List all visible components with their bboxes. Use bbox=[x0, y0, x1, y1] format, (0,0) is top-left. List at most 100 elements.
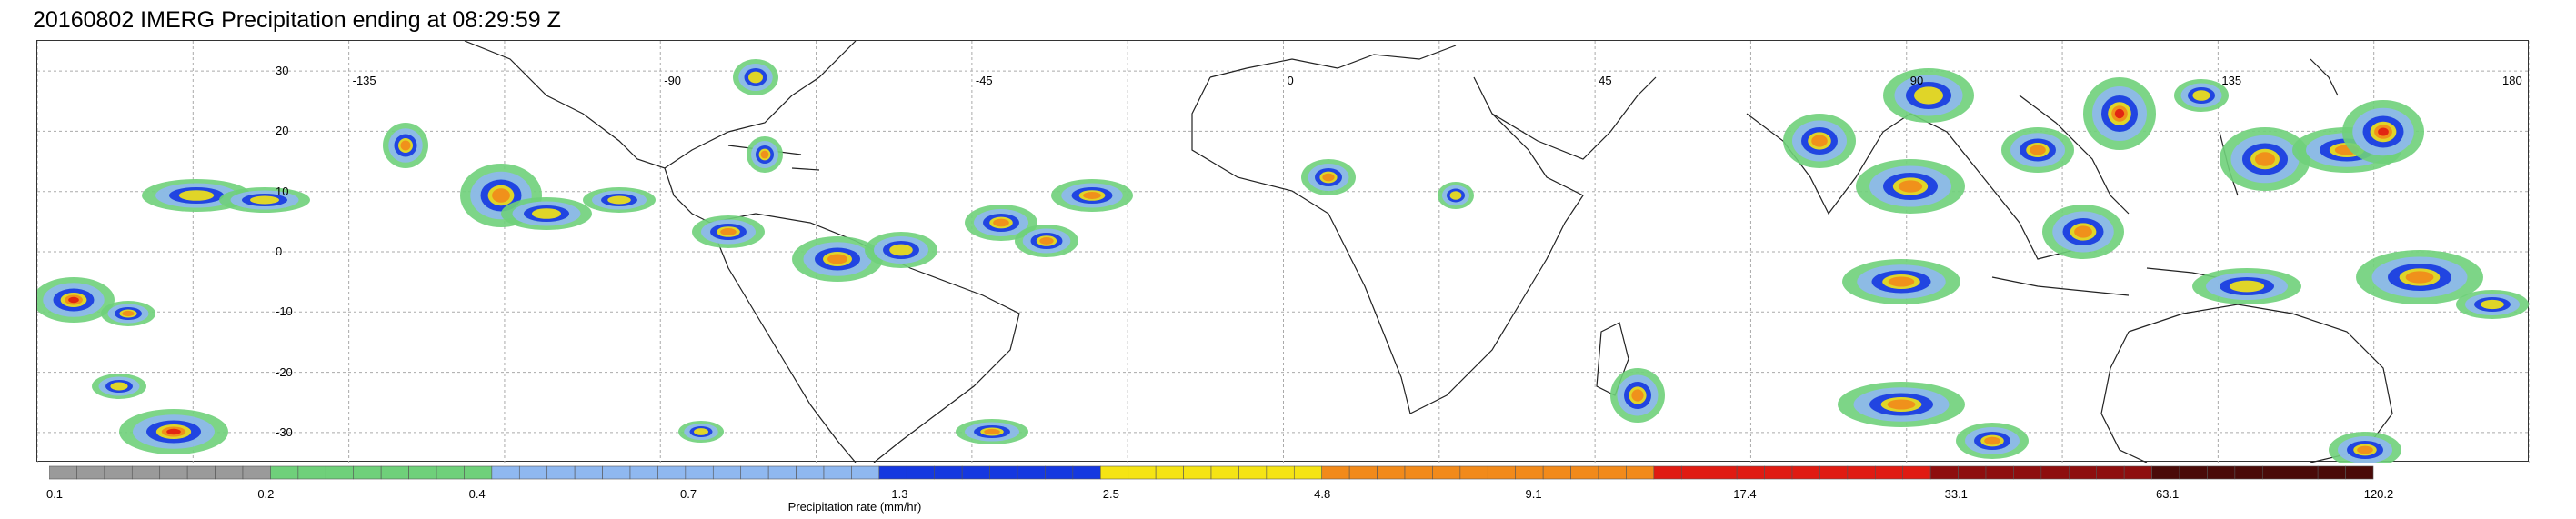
colorbar-swatch bbox=[2068, 465, 2098, 480]
precip-cell bbox=[1083, 192, 1101, 199]
latitude-label: 10 bbox=[276, 184, 289, 198]
precip-cell bbox=[2255, 152, 2275, 166]
colorbar-swatch bbox=[2261, 465, 2291, 480]
colorbar-swatch bbox=[740, 465, 769, 480]
precip-cell bbox=[250, 195, 279, 205]
colorbar-swatch bbox=[1709, 465, 1738, 480]
colorbar-swatch bbox=[1487, 465, 1517, 480]
colorbar-swatch bbox=[1266, 465, 1295, 480]
precip-cell bbox=[1631, 389, 1644, 402]
colorbar-swatch bbox=[685, 465, 714, 480]
longitude-label: -135 bbox=[352, 74, 376, 87]
colorbar-swatch bbox=[1432, 465, 1461, 480]
colorbar-swatch bbox=[408, 465, 437, 480]
longitude-label: -90 bbox=[664, 74, 682, 87]
colorbar-swatch bbox=[49, 465, 77, 480]
colorbar-swatch bbox=[297, 465, 326, 480]
colorbar-swatch bbox=[574, 465, 603, 480]
colorbar-swatch bbox=[1680, 465, 1710, 480]
precip-cell bbox=[2192, 90, 2210, 101]
colorbar-swatch bbox=[215, 465, 244, 480]
colorbar-swatch bbox=[1404, 465, 1433, 480]
colorbar-tick-label: 0.4 bbox=[468, 487, 486, 501]
precip-cell bbox=[2114, 108, 2125, 119]
colorbar-swatch bbox=[1377, 465, 1406, 480]
colorbar-swatch bbox=[1791, 465, 1820, 480]
precip-cell bbox=[178, 190, 215, 201]
colorbar-tick-label: 0.2 bbox=[257, 487, 275, 501]
precipitation-map: -135 -90 -45 0 45 90 135 180 30 20 10 0 -10 -20 -30 bbox=[36, 40, 2530, 463]
longitude-label: 180 bbox=[2502, 74, 2522, 87]
latitude-label: 30 bbox=[276, 64, 289, 78]
longitude-label: 135 bbox=[2221, 74, 2242, 87]
latitude-label: 20 bbox=[276, 124, 289, 138]
colorbar-swatch bbox=[1598, 465, 1627, 480]
longitude-label: 90 bbox=[1909, 74, 1924, 87]
coastlines bbox=[464, 41, 2393, 463]
colorbar-swatch bbox=[1045, 465, 1074, 480]
precip-cell bbox=[492, 188, 510, 203]
precip-cell bbox=[1322, 173, 1335, 182]
precip-cell bbox=[1887, 399, 1916, 410]
colorbar-swatch bbox=[131, 465, 161, 480]
colorbar-swatch bbox=[436, 465, 465, 480]
colorbar-swatch bbox=[796, 465, 825, 480]
precip-cell bbox=[827, 254, 847, 264]
colorbar-swatch bbox=[1515, 465, 1544, 480]
colorbar-swatch bbox=[464, 465, 493, 480]
colorbar-swatch bbox=[1819, 465, 1849, 480]
colorbar-tick-label: 33.1 bbox=[1944, 487, 1968, 501]
colorbar-swatch bbox=[1099, 465, 1129, 480]
colorbar-tick-label: 17.4 bbox=[1733, 487, 1757, 501]
colorbar-swatch bbox=[712, 465, 742, 480]
colorbar-swatch bbox=[1847, 465, 1876, 480]
colorbar-swatch bbox=[2096, 465, 2125, 480]
precip-cell bbox=[2405, 271, 2434, 284]
colorbar-swatch bbox=[380, 465, 409, 480]
colorbar-swatch bbox=[1183, 465, 1212, 480]
precip-cell bbox=[993, 218, 1009, 227]
colorbar-title: Precipitation rate (mm/hr) bbox=[787, 500, 922, 514]
colorbar-swatch bbox=[546, 465, 576, 480]
colorbar-swatch bbox=[2151, 465, 2180, 480]
precip-cell bbox=[1888, 276, 1915, 287]
colorbar-tick-label: 120.2 bbox=[2363, 487, 2394, 501]
latitude-label: -20 bbox=[276, 364, 293, 379]
colorbar-swatch bbox=[2234, 465, 2263, 480]
colorbar-swatch bbox=[270, 465, 299, 480]
precip-cell bbox=[607, 195, 631, 205]
colorbar-swatch bbox=[823, 465, 852, 480]
colorbar-swatch bbox=[1459, 465, 1488, 480]
colorbar-swatch bbox=[1764, 465, 1793, 480]
precip-cell bbox=[748, 71, 763, 84]
colorbar-swatch bbox=[159, 465, 188, 480]
colorbar-tick-label: 63.1 bbox=[2155, 487, 2180, 501]
colorbar-swatch bbox=[242, 465, 271, 480]
colorbar-tick-label: 9.1 bbox=[1525, 487, 1542, 501]
precip-cell bbox=[720, 228, 737, 235]
graticule bbox=[37, 41, 2530, 463]
colorbar-swatch bbox=[1902, 465, 1931, 480]
colorbar-swatch bbox=[76, 465, 105, 480]
colorbar-swatch bbox=[1072, 465, 1101, 480]
precip-cell bbox=[889, 244, 913, 256]
colorbar-swatch bbox=[1017, 465, 1046, 480]
colorbar-swatch bbox=[2123, 465, 2152, 480]
colorbar-swatch bbox=[2290, 465, 2319, 480]
colorbar-tick-label: 4.8 bbox=[1314, 487, 1331, 501]
colorbar-swatch bbox=[2179, 465, 2208, 480]
precipitation-cells bbox=[37, 59, 2529, 463]
colorbar-swatch bbox=[629, 465, 658, 480]
colorbar-tick-label: 0.1 bbox=[45, 487, 64, 501]
precip-cell bbox=[1811, 135, 1828, 147]
colorbar-swatch bbox=[934, 465, 963, 480]
colorbar-swatch bbox=[1128, 465, 1157, 480]
precip-cell bbox=[2481, 299, 2504, 310]
latitude-label: -10 bbox=[276, 304, 293, 319]
colorbar-swatch bbox=[657, 465, 687, 480]
precip-cell bbox=[532, 208, 561, 219]
colorbar-swatch bbox=[1653, 465, 1682, 480]
precip-cell bbox=[1984, 436, 2000, 445]
precip-cell bbox=[166, 428, 181, 435]
map-title: 20160802 IMERG Precipitation ending at 0… bbox=[33, 7, 561, 33]
